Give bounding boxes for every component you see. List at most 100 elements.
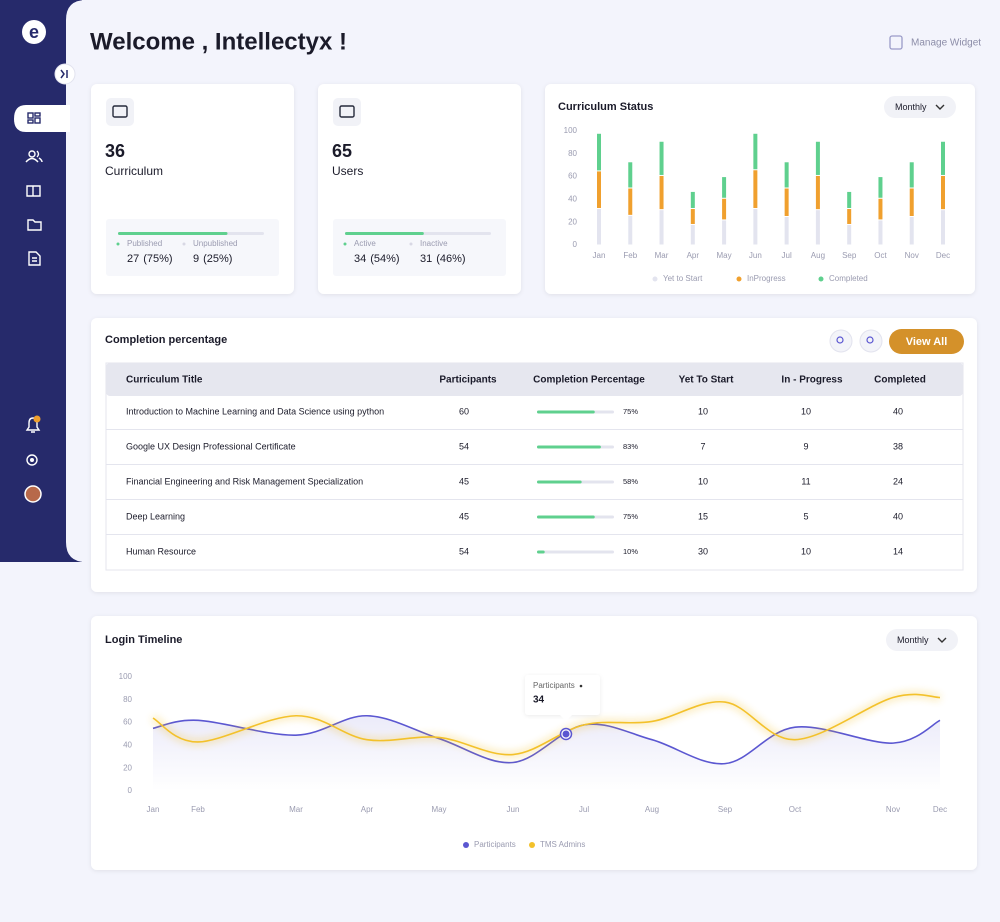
x-tick-label: Jul (782, 251, 792, 260)
y-tick-label: 40 (123, 741, 132, 750)
dropdown-chevron (935, 104, 945, 110)
nav-dashboard-icon (27, 112, 41, 124)
sidebar-toggle[interactable] (54, 63, 76, 85)
button-icon (866, 336, 874, 344)
export-button[interactable] (859, 329, 883, 353)
legend-swatch (736, 276, 742, 282)
nav-users[interactable] (25, 150, 43, 163)
stat-value: 65 (332, 141, 352, 161)
bar-segment (597, 209, 601, 245)
legend-dot (116, 242, 120, 246)
breakdown-value: 27 (75%) (127, 253, 173, 265)
x-tick-label: May (431, 805, 446, 814)
bar-segment (815, 210, 820, 245)
legend-dot (182, 242, 186, 246)
y-tick-label: 60 (568, 172, 577, 181)
x-tick-label: Jan (593, 251, 606, 260)
user-avatar[interactable] (24, 485, 42, 503)
legend-label: Completed (829, 274, 868, 283)
x-tick-label: Nov (886, 805, 900, 814)
legend-swatch (818, 276, 824, 282)
bar-segment (847, 191, 852, 209)
card-icon (339, 105, 355, 118)
course-title: Introduction to Machine Learning and Dat… (126, 406, 384, 416)
course-title: Deep Learning (126, 511, 185, 521)
course-title: Google UX Design Professional Certificat… (126, 441, 296, 451)
x-tick-label: Dec (933, 805, 947, 814)
nav-notifications[interactable] (25, 417, 41, 433)
x-tick-label: Feb (191, 805, 205, 814)
period-dropdown[interactable] (886, 629, 958, 651)
completion-track (537, 550, 614, 554)
bar-segment (628, 162, 633, 188)
y-tick-label: 60 (123, 718, 132, 727)
completion-bar (537, 515, 595, 519)
bar-segment (878, 198, 883, 220)
line (152, 693, 941, 756)
legend-label: Yet to Start (663, 274, 703, 283)
view-all-button[interactable] (889, 329, 964, 354)
hover-marker-core (562, 730, 570, 738)
period-label: Monthly (895, 102, 927, 112)
bar-segment (659, 141, 664, 175)
nav-curriculum[interactable] (26, 185, 41, 197)
x-tick-label: May (717, 251, 732, 260)
column-header: Completion Percentage (533, 375, 645, 386)
breakdown-label: Published (127, 239, 162, 248)
bar-segment (659, 175, 664, 210)
bar-segment (941, 141, 945, 175)
view-all-label: View All (906, 336, 948, 348)
breakdown-percent: (46%) (436, 253, 465, 265)
legend-swatch (463, 842, 469, 848)
bar-segment (690, 209, 695, 224)
chart-title: Login Timeline (105, 634, 182, 646)
cell-yet-to-start: 10 (698, 476, 708, 486)
cell-completed: 38 (893, 441, 903, 451)
logo-mark: e (29, 22, 39, 42)
nav-folder[interactable] (27, 219, 42, 231)
bar-segment (628, 215, 633, 245)
bar-segment (722, 198, 727, 220)
column-header: Participants (439, 375, 497, 386)
column-header: Curriculum Title (126, 375, 203, 386)
x-tick-label: Nov (905, 251, 919, 260)
completion-label: 75% (623, 407, 638, 416)
cell-in-progress: 9 (803, 441, 808, 451)
tooltip-dot (579, 684, 583, 688)
legend-dot (409, 242, 413, 246)
manage-widget[interactable]: Manage Widget (911, 38, 981, 49)
search-button[interactable] (829, 329, 853, 353)
notification-badge (33, 415, 41, 423)
x-tick-label: Sep (718, 805, 733, 814)
chart-title: Curriculum Status (558, 101, 653, 113)
table-title: Completion percentage (105, 334, 227, 346)
breakdown-percent: (75%) (143, 253, 172, 265)
cell-participants: 54 (459, 441, 469, 451)
legend-label: Participants (474, 840, 516, 849)
nav-active[interactable] (14, 105, 70, 132)
completion-label: 83% (623, 442, 638, 451)
bar-segment (628, 188, 633, 215)
bar-segment (597, 133, 601, 171)
completion-label: 58% (623, 477, 638, 486)
completion-bar (537, 480, 582, 484)
card (91, 318, 977, 592)
bar-segment (722, 177, 727, 198)
nav-document[interactable] (28, 251, 41, 266)
bar-segment (753, 133, 758, 170)
card (545, 84, 975, 294)
stat-label: Users (332, 164, 363, 178)
nav-settings[interactable] (26, 454, 38, 466)
x-tick-label: Oct (874, 251, 887, 260)
logo[interactable] (22, 20, 46, 44)
x-tick-label: Apr (361, 805, 374, 814)
column-header: Yet To Start (679, 375, 734, 386)
content-edge (66, 20, 86, 540)
cell-completed: 40 (893, 511, 903, 521)
column-header: Completed (874, 375, 926, 386)
period-dropdown[interactable] (884, 96, 956, 118)
breakdown-label: Active (354, 239, 376, 248)
bar-segment (753, 209, 758, 245)
bar-segment (847, 224, 852, 245)
